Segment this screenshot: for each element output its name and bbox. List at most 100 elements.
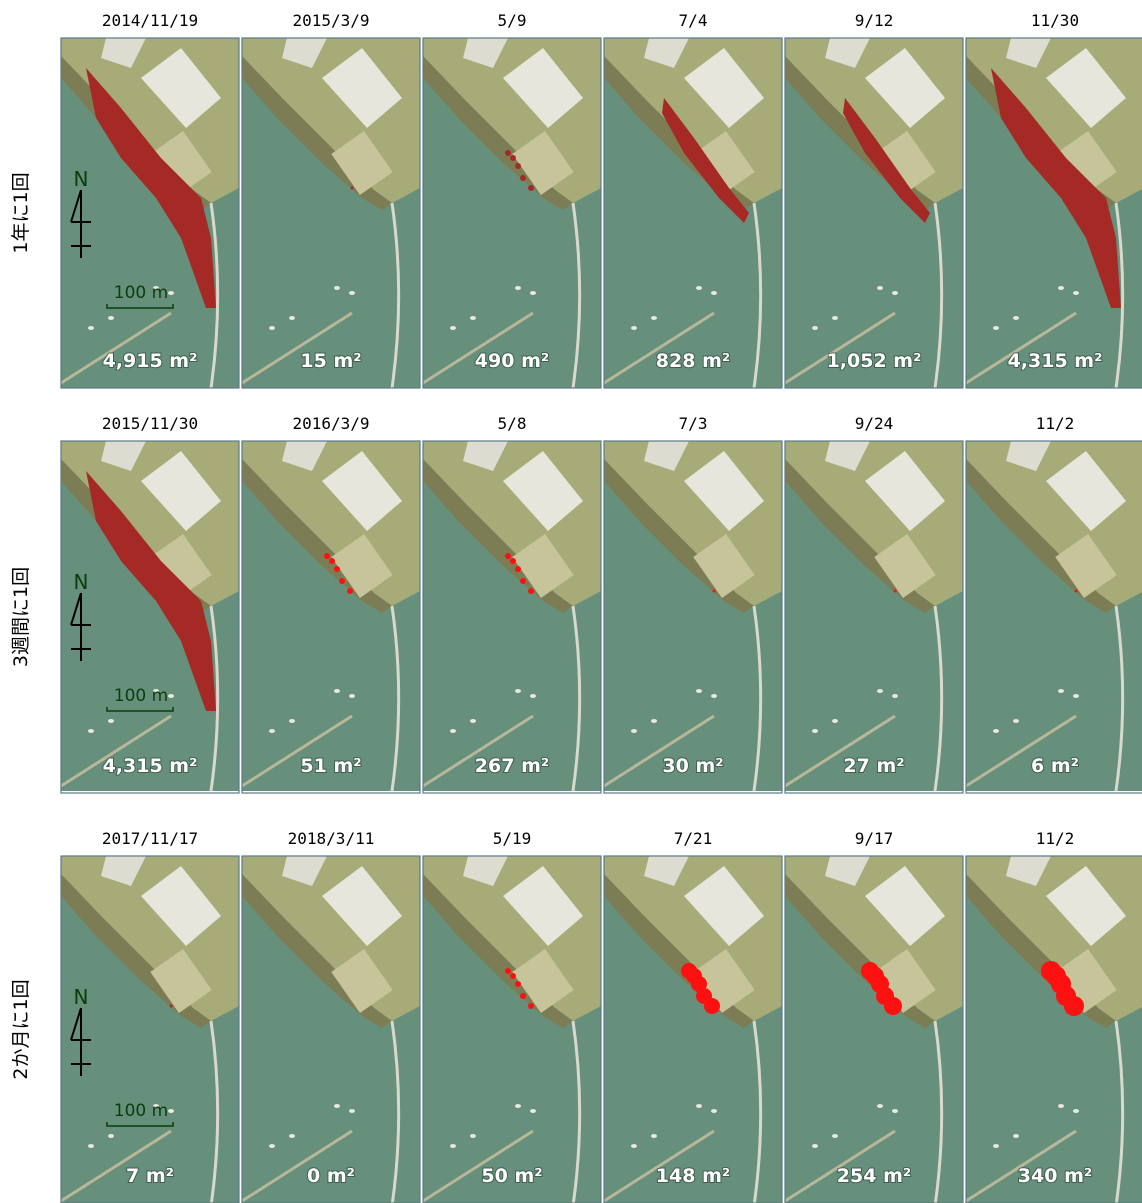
boat <box>349 1109 355 1113</box>
boat <box>1013 1134 1019 1138</box>
area-label: 148 m² <box>656 1165 730 1187</box>
date-label: 11/2 <box>1036 414 1075 433</box>
date-label: 5/8 <box>498 414 527 433</box>
row-label: 3週間に1回 <box>10 567 32 667</box>
boat <box>892 291 898 295</box>
boat <box>877 689 883 693</box>
aerial-image <box>966 441 1142 793</box>
aerial-image <box>604 856 782 1203</box>
scale-label: 100 m <box>114 1101 168 1121</box>
red-area <box>347 588 353 594</box>
boat <box>450 326 456 330</box>
red-area <box>351 187 354 190</box>
area-label: 4,315 m² <box>103 755 198 777</box>
red-area <box>515 163 521 169</box>
red-area <box>324 553 330 559</box>
boat <box>88 326 94 330</box>
boat <box>88 729 94 733</box>
red-area <box>329 558 335 564</box>
boat <box>832 719 838 723</box>
boat <box>530 694 536 698</box>
boat <box>832 1134 838 1138</box>
area-label: 4,915 m² <box>103 350 198 372</box>
boat <box>892 1109 898 1113</box>
red-area <box>339 578 345 584</box>
red-area <box>686 968 702 984</box>
boat <box>812 326 818 330</box>
boat <box>892 694 898 698</box>
boat <box>1058 1104 1064 1108</box>
area-label: 15 m² <box>300 350 361 372</box>
boat <box>812 1144 818 1148</box>
boat <box>108 1134 114 1138</box>
boat <box>877 1104 883 1108</box>
red-area <box>704 998 720 1014</box>
boat <box>993 326 999 330</box>
boat <box>631 326 637 330</box>
boat <box>334 1104 340 1108</box>
boat <box>269 1144 275 1148</box>
aerial-image <box>604 441 782 793</box>
boat <box>108 316 114 320</box>
red-area <box>510 973 516 979</box>
boat <box>877 286 883 290</box>
red-area <box>713 590 716 593</box>
red-area <box>894 590 897 593</box>
aerial-image <box>242 441 420 793</box>
red-area <box>334 566 340 572</box>
red-area <box>528 1003 534 1009</box>
aerial-image <box>785 38 963 388</box>
boat <box>289 316 295 320</box>
boat <box>1073 291 1079 295</box>
boat <box>334 286 340 290</box>
aerial-image <box>966 856 1142 1203</box>
boat <box>168 694 174 698</box>
boat <box>993 1144 999 1148</box>
boat <box>696 1104 702 1108</box>
date-label: 7/3 <box>679 414 708 433</box>
boat <box>631 729 637 733</box>
north-label: N <box>74 570 89 594</box>
aerial-image <box>242 856 420 1203</box>
date-label: 9/12 <box>855 11 894 30</box>
figure: 1年に1回2014/11/194,915 m²N100 m2015/3/915 … <box>0 0 1142 1203</box>
boat <box>349 694 355 698</box>
boat <box>450 729 456 733</box>
area-label: 30 m² <box>662 755 723 777</box>
area-label: 828 m² <box>656 350 730 372</box>
aerial-image <box>785 856 963 1203</box>
boat <box>515 1104 521 1108</box>
area-label: 51 m² <box>300 755 361 777</box>
boat <box>515 286 521 290</box>
red-area <box>510 558 516 564</box>
boat <box>1058 286 1064 290</box>
date-label: 9/24 <box>855 414 894 433</box>
red-area <box>505 553 511 559</box>
red-area <box>510 155 516 161</box>
row-label: 2か月に1回 <box>10 979 32 1079</box>
red-area <box>515 981 521 987</box>
area-label: 490 m² <box>475 350 549 372</box>
area-label: 267 m² <box>475 755 549 777</box>
date-label: 7/4 <box>679 11 708 30</box>
date-label: 2014/11/19 <box>102 11 198 30</box>
boat <box>832 316 838 320</box>
red-area <box>1046 966 1066 986</box>
boat <box>530 1109 536 1113</box>
boat <box>168 291 174 295</box>
area-label: 0 m² <box>307 1165 355 1187</box>
boat <box>289 719 295 723</box>
boat <box>711 1109 717 1113</box>
aerial-image <box>423 856 601 1203</box>
boat <box>108 719 114 723</box>
date-label: 2016/3/9 <box>292 414 369 433</box>
north-label: N <box>74 167 89 191</box>
date-label: 2018/3/11 <box>288 829 375 848</box>
area-label: 340 m² <box>1018 1165 1092 1187</box>
boat <box>289 1134 295 1138</box>
red-area <box>515 566 521 572</box>
aerial-image <box>423 441 601 793</box>
date-label: 5/9 <box>498 11 527 30</box>
boat <box>696 689 702 693</box>
red-area <box>528 588 534 594</box>
